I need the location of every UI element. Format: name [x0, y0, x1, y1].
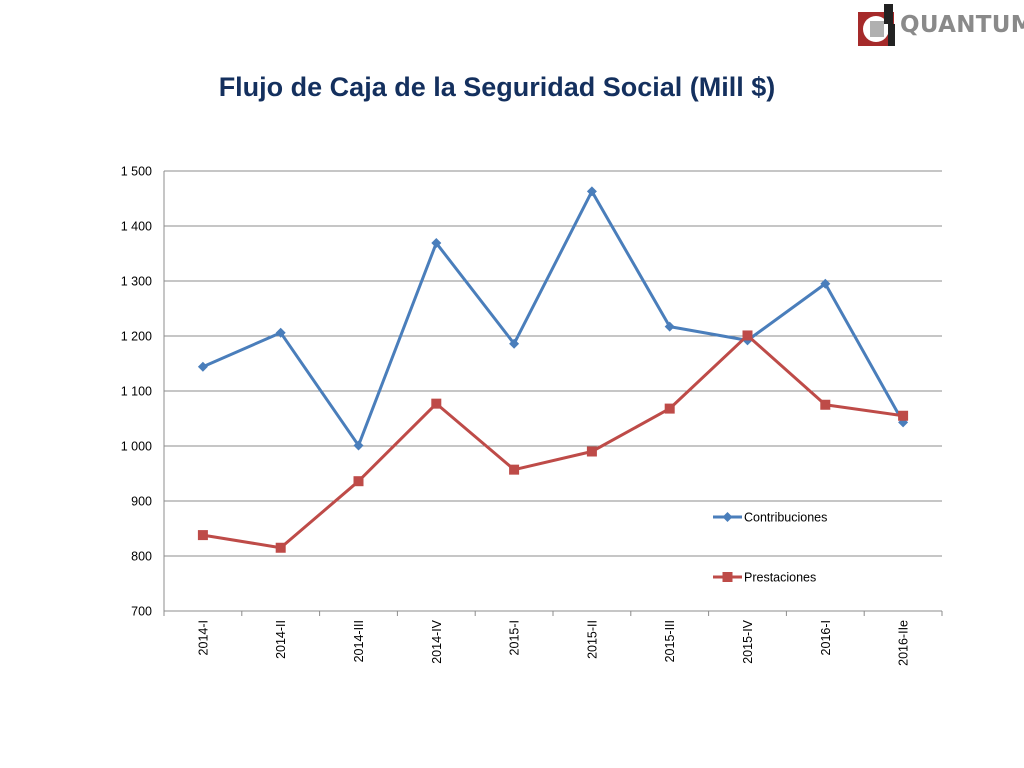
data-point [664, 321, 675, 332]
data-point [820, 278, 831, 289]
legend-label: Contribuciones [744, 511, 827, 525]
x-tick-label: 2015-I [508, 620, 522, 655]
logo-wordmark: QUANTUM [900, 12, 1024, 38]
y-tick-label: 800 [131, 550, 152, 564]
x-tick-label: 2015-IV [741, 619, 755, 663]
x-tick-label: 2016-I [819, 620, 833, 655]
x-tick-label: 2016-IIe [897, 620, 911, 666]
data-point [898, 410, 909, 421]
series-contribuciones [197, 186, 909, 451]
data-point [742, 330, 753, 341]
data-point [820, 399, 831, 410]
y-tick-label: 1 100 [121, 385, 152, 399]
x-tick-label: 2014-I [196, 620, 210, 655]
data-point [197, 530, 208, 541]
y-tick-label: 1 300 [121, 275, 152, 289]
series-line [202, 189, 905, 447]
series-prestaciones [197, 330, 909, 553]
chart-title: Flujo de Caja de la Seguridad Social (Mi… [218, 72, 776, 102]
x-tick-label: 2015-III [663, 620, 677, 662]
legend-item: Contribuciones [713, 511, 827, 525]
data-point [275, 542, 286, 553]
x-tick-label: 2014-III [352, 620, 366, 662]
data-point [586, 186, 597, 197]
legend-item: Prestaciones [713, 571, 816, 585]
legend-marker [722, 512, 733, 522]
data-point [431, 398, 442, 409]
series-line [202, 333, 904, 550]
legend: Contribuciones Prestaciones [713, 511, 827, 585]
data-point [197, 361, 208, 372]
data-point [275, 327, 286, 338]
data-point [664, 403, 675, 414]
x-tick-label: 2015-II [585, 620, 599, 659]
x-tick-label: 2014-II [274, 620, 288, 659]
data-point [353, 440, 364, 451]
y-tick-label: 900 [131, 495, 152, 509]
series [197, 186, 909, 553]
y-tick-label: 1 400 [121, 220, 152, 234]
y-tick-label: 1 000 [121, 440, 152, 454]
quantum-logo: QUANTUM [858, 4, 1024, 48]
y-tick-label: 1 200 [121, 330, 152, 344]
data-point [353, 476, 364, 487]
legend-label: Prestaciones [744, 571, 816, 585]
data-point [509, 338, 520, 349]
data-point [431, 238, 442, 249]
axes: 700 800 900 1 000 1 100 1 200 1 300 1 400 1 500 2… [121, 165, 943, 666]
legend-marker [722, 572, 733, 582]
y-tick-label: 1 500 [121, 165, 152, 179]
quantum-logo-icon [858, 4, 895, 46]
y-tick-label: 700 [131, 605, 152, 619]
data-point [509, 464, 520, 475]
x-tick-label: 2014-IV [430, 619, 444, 663]
data-point [586, 446, 597, 457]
